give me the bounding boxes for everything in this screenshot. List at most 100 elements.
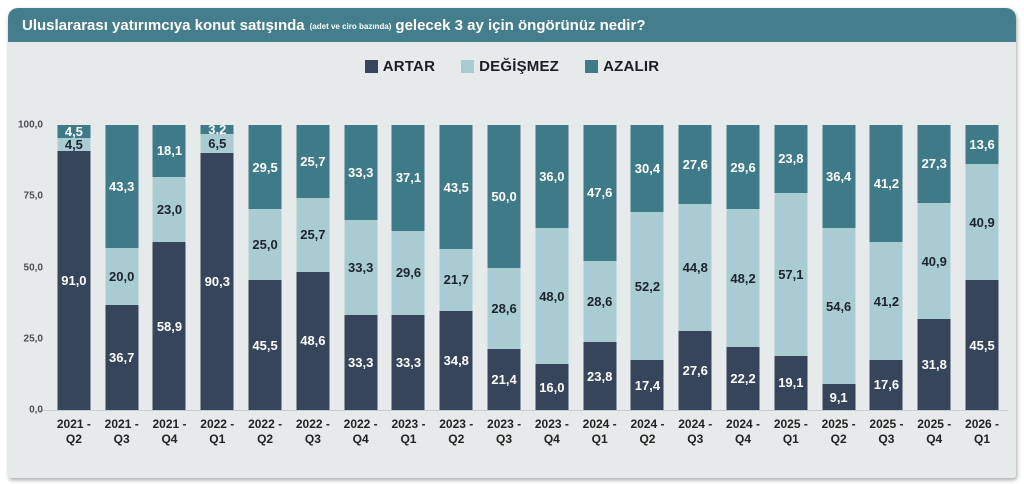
bar-segment-deği̇şmez: 28,6 [487, 267, 521, 350]
chart-title-rest: gelecek 3 ay için öngörünüz nedir? [395, 16, 646, 34]
bar-segment-azalir: 33,3 [344, 125, 378, 221]
segment-value-label: 33,3 [348, 165, 374, 181]
legend-item-artar: ARTAR [364, 58, 436, 75]
x-axis-label: 2024 - Q3 [678, 417, 713, 446]
bar-column: 45,5 25,0 29,5 2022 - Q2 [241, 125, 289, 446]
segment-value-label: 27,6 [682, 156, 708, 172]
bar-column: 19,1 57,1 23,8 2025 - Q1 [767, 125, 815, 446]
bar-segment-artar: 17,4 [630, 360, 664, 410]
bar-segment-artar: 33,3 [391, 315, 425, 410]
x-axis-label: 2026 - Q1 [965, 417, 1000, 446]
segment-value-label: 44,8 [682, 260, 708, 275]
bar-segment-deği̇şmez: 57,1 [774, 192, 808, 356]
bar-column: 91,0 4,5 4,5 2021 - Q2 [50, 123, 98, 446]
bar-column: 48,6 25,7 25,7 2022 - Q3 [289, 125, 337, 446]
bar-segment-artar: 16,0 [535, 364, 569, 410]
segment-value-label: 50,0 [491, 188, 517, 204]
segment-value-label: 13,6 [969, 136, 995, 152]
x-axis-label: 2022 - Q2 [248, 417, 283, 446]
bar-segment-azalir: 27,3 [917, 125, 951, 203]
bar-segment-azalir: 36,4 [822, 124, 856, 229]
segment-value-label: 6,5 [208, 135, 227, 151]
segment-value-label: 4,5 [64, 136, 83, 152]
stacked-bar: 31,8 40,9 27,3 [917, 125, 951, 410]
segment-value-label: 28,6 [587, 293, 613, 309]
bar-segment-artar: 45,5 [248, 280, 282, 410]
x-axis-label: 2024 - Q2 [630, 417, 665, 446]
segment-value-label: 45,5 [252, 337, 278, 353]
segment-value-label: 36,7 [109, 350, 135, 366]
segment-value-label: 9,1 [829, 389, 848, 405]
x-axis-label: 2021 - Q2 [56, 417, 91, 446]
segment-value-label: 30,4 [634, 160, 661, 176]
stacked-bar: 17,6 41,2 41,2 [869, 125, 903, 410]
legend-item-azalir: AZALIR [585, 58, 659, 75]
bar-segment-artar: 36,7 [105, 305, 139, 410]
bar-segment-deği̇şmez: 4,5 [57, 136, 91, 152]
chart-title-bar: Uluslararası yatırımcıya konut satışında… [8, 8, 1016, 42]
stacked-bar: 33,3 29,6 37,1 [391, 125, 425, 410]
x-axis-label: 2021 - Q4 [152, 417, 187, 446]
x-axis-label: 2023 - Q3 [487, 417, 522, 446]
segment-value-label: 90,3 [204, 273, 230, 289]
stacked-bar: 36,7 20,0 43,3 [105, 125, 139, 410]
bar-segment-artar: 48,6 [296, 271, 330, 410]
stacked-bar: 16,0 48,0 36,0 [535, 125, 569, 410]
bar-segment-azalir: 47,6 [583, 125, 617, 261]
legend-item-deği̇şmez: DEĞİŞMEZ [461, 58, 559, 75]
x-axis-label: 2025 - Q1 [773, 417, 808, 446]
stacked-bar: 34,8 21,7 43,5 [439, 125, 473, 410]
segment-value-label: 43,3 [109, 179, 135, 195]
segment-value-label: 25,7 [300, 154, 326, 170]
segment-value-label: 48,2 [730, 270, 756, 286]
segment-value-label: 36,0 [539, 168, 565, 184]
x-axis-label: 2023 - Q2 [439, 417, 474, 446]
segment-value-label: 17,4 [634, 377, 661, 393]
segment-value-label: 40,9 [969, 214, 995, 230]
bar-segment-azalir: 13,6 [965, 125, 999, 164]
chart-body: ARTAR DEĞİŞMEZ AZALIR 100,0 75,0 50,0 25,0 0,0… [8, 42, 1016, 478]
bar-segment-deği̇şmez: 23,0 [152, 176, 186, 243]
bar-column: 58,9 23,0 18,1 2021 - Q4 [146, 125, 194, 446]
bar-segment-azalir: 27,6 [678, 125, 712, 204]
stacked-bar: 19,1 57,1 23,8 [774, 125, 808, 410]
bar-segment-azalir: 23,8 [774, 125, 808, 193]
bar-segment-azalir: 18,1 [152, 125, 186, 177]
segment-value-label: 29,5 [252, 159, 278, 175]
bar-segment-azalir: 41,2 [869, 125, 903, 243]
bar-segment-artar: 45,5 [965, 280, 999, 410]
bar-segment-artar: 91,0 [57, 150, 91, 410]
bar-segment-deği̇şmez: 21,7 [439, 248, 473, 311]
stacked-bar: 21,4 28,6 50,0 [487, 125, 521, 410]
segment-value-label: 41,2 [873, 293, 900, 309]
stacked-bar: 90,3 6,5 3,2 [200, 123, 234, 410]
bar-column: 33,3 33,3 33,3 2022 - Q4 [337, 125, 385, 446]
bar-column: 21,4 28,6 50,0 2023 - Q3 [480, 125, 528, 446]
bar-segment-artar: 17,6 [869, 359, 903, 410]
segment-value-label: 45,5 [969, 337, 995, 353]
bar-segment-artar: 9,1 [822, 384, 856, 410]
segment-value-label: 4,5 [64, 123, 83, 139]
x-axis-label: 2024 - Q1 [582, 417, 617, 446]
bar-segment-azalir: 36,0 [535, 125, 569, 228]
legend-label: AZALIR [603, 58, 660, 75]
legend-label: ARTAR [382, 58, 436, 75]
segment-value-label: 48,6 [300, 333, 326, 349]
segment-value-label: 25,0 [252, 237, 278, 253]
bar-column: 33,3 29,6 37,1 2023 - Q1 [385, 125, 433, 446]
x-axis-label: 2022 - Q4 [343, 417, 378, 446]
segment-value-label: 29,6 [730, 159, 756, 175]
chart-panel: Uluslararası yatırımcıya konut satışında… [8, 8, 1016, 478]
segment-value-label: 33,3 [348, 260, 374, 276]
y-axis-label: 50,0 [23, 262, 43, 273]
bar-segment-deği̇şmez: 29,6 [391, 230, 425, 316]
legend-swatch-icon [461, 60, 475, 73]
chart-title-main: Uluslararası yatırımcıya konut satışında [22, 16, 305, 34]
bar-column: 17,6 41,2 41,2 2025 - Q3 [863, 125, 911, 446]
segment-value-label: 28,6 [491, 300, 517, 316]
chart-title-parenthetical: (adet ve ciro bazında) [309, 22, 392, 31]
bar-segment-azalir: 29,5 [248, 125, 282, 210]
bar-column: 17,4 52,2 30,4 2024 - Q2 [624, 125, 672, 446]
x-axis-line [40, 410, 1008, 411]
x-axis-label: 2021 - Q3 [104, 417, 139, 446]
